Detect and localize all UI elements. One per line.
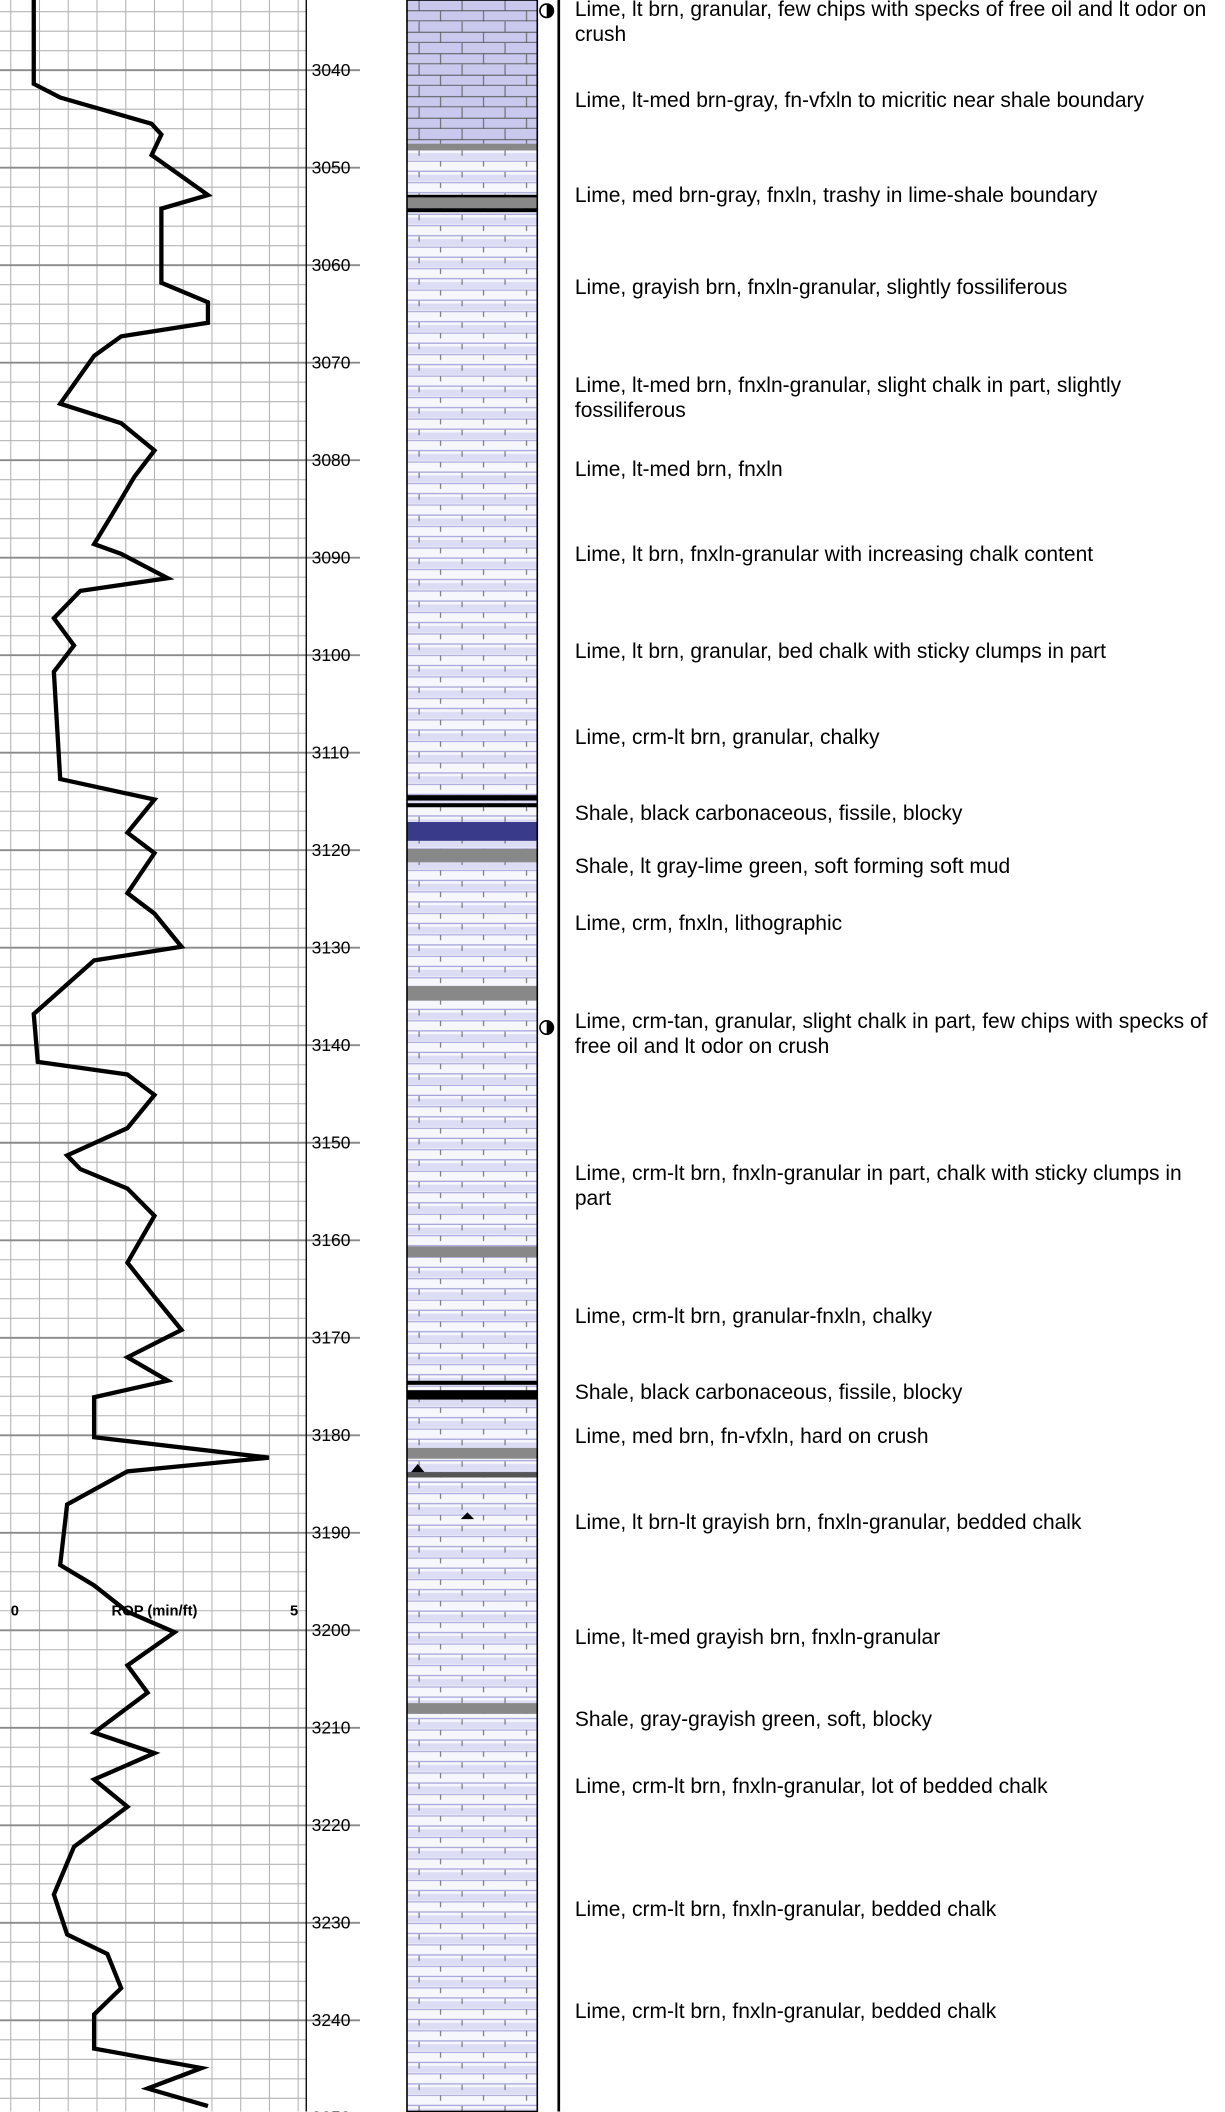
depth-label: 3160	[312, 1230, 351, 1250]
lithology-description: Lime, crm-lt brn, fnxln-granular in part…	[574, 1162, 1182, 1211]
lithology-dolomite	[406, 0, 538, 148]
depth-label: 3190	[312, 1523, 351, 1543]
rop-curve	[31, 0, 270, 2109]
lithology-description: Shale, lt gray-lime green, soft forming …	[574, 854, 1011, 878]
lithology-description: Lime, crm-lt brn, fnxln-granular, bedded…	[574, 1898, 997, 1922]
depth-label: 3080	[312, 450, 351, 470]
curve-layer	[31, 0, 270, 2109]
lithology-description: Lime, crm-lt brn, granular, chalky	[574, 725, 880, 749]
depth-label: 3170	[312, 1328, 351, 1348]
lithology-band	[406, 1246, 538, 1258]
grid-layer	[0, 0, 360, 2112]
lithology-description: Lime, lt brn-lt grayish brn, fnxln-granu…	[574, 1511, 1082, 1535]
lithology-band	[406, 1447, 538, 1459]
lithology-band	[406, 795, 538, 801]
lithology-band	[406, 1390, 538, 1400]
lithology-band	[406, 1703, 538, 1714]
chert-symbol	[411, 1464, 425, 1473]
lithology-column	[406, 0, 538, 2112]
lithology-description: Lime, crm-lt brn, granular-fnxln, chalky	[574, 1304, 932, 1328]
depth-label: 3150	[312, 1133, 351, 1153]
lithology-description: Lime, lt brn, granular, bed chalk with s…	[574, 639, 1106, 663]
x-tick-label: 0	[11, 1604, 19, 1620]
x-tick-label: 5	[290, 1604, 298, 1620]
lithology-description: Lime, crm-tan, granular, slight chalk in…	[574, 1010, 1208, 1059]
depth-label: 3060	[312, 255, 351, 275]
depth-label: 3250	[312, 2108, 351, 2112]
lithology-description: Shale, black carbonaceous, fissile, bloc…	[574, 802, 963, 826]
lithology-band	[406, 1380, 538, 1385]
depth-label: 3180	[312, 1425, 351, 1445]
lithology-band	[406, 194, 538, 198]
depth-label: 3140	[312, 1035, 351, 1055]
depth-label: 3200	[312, 1620, 351, 1640]
lithology-band	[406, 985, 538, 1001]
depth-label: 3240	[312, 2010, 351, 2030]
depth-label: 3050	[312, 158, 351, 178]
lithology-band	[406, 197, 538, 209]
lithology-description: Lime, lt brn, fnxln-granular with increa…	[574, 542, 1094, 566]
axis-title: ROP (min/ft)	[112, 1604, 198, 1620]
depth-label: 3040	[312, 60, 351, 80]
lithology-description: Shale, gray-grayish green, soft, blocky	[574, 1707, 933, 1731]
depth-label: 3110	[312, 743, 350, 763]
lithology-band	[406, 1472, 538, 1478]
depth-label: 3130	[312, 938, 351, 958]
lithology-description: Lime, med brn, fn-vfxln, hard on crush	[574, 1425, 929, 1449]
lithology-description: Lime, lt-med grayish brn, fnxln-granular	[574, 1625, 941, 1649]
lithology-description: Lime, lt-med brn-gray, fn-vfxln to micri…	[574, 88, 1145, 112]
oil-show-symbol	[546, 1020, 554, 1035]
lithology-description: Lime, crm-lt brn, fnxln-granular, bedded…	[574, 2000, 997, 2024]
depth-label: 3230	[312, 1913, 351, 1933]
lithology-description: Lime, med brn-gray, fnxln, trashy in lim…	[574, 184, 1098, 208]
lithology-description: Lime, crm, fnxln, lithographic	[574, 912, 843, 936]
lithology-band	[406, 143, 538, 151]
lithology-bands	[406, 143, 538, 1714]
lithology-description: Shale, black carbonaceous, fissile, bloc…	[574, 1381, 963, 1405]
lithology-description: Lime, grayish brn, fnxln-granular, sligh…	[574, 275, 1068, 299]
depth-label: 3120	[312, 840, 351, 860]
lithology-band	[406, 848, 538, 863]
depth-label: 3070	[312, 353, 351, 373]
lithology-description: Lime, lt-med brn, fnxln-granular, slight…	[574, 373, 1122, 422]
depth-label: 3220	[312, 1815, 351, 1835]
lithology-band	[406, 208, 538, 213]
lithology-description: Lime, lt-med brn, fnxln	[574, 458, 783, 482]
chert-symbol	[460, 1512, 475, 1520]
lithology-description: Lime, lt brn, granular, few chips with s…	[574, 0, 1207, 46]
lithology-band	[406, 803, 538, 808]
oil-show-symbol	[546, 4, 554, 18]
lithology-border	[406, 0, 539, 2112]
lithology-band	[406, 822, 538, 841]
lithology-description: Lime, crm-lt brn, fnxln-granular, lot of…	[574, 1774, 1048, 1798]
depth-label: 3090	[312, 548, 351, 568]
depth-label: 3100	[312, 645, 351, 665]
depth-label: 3210	[312, 1718, 351, 1738]
